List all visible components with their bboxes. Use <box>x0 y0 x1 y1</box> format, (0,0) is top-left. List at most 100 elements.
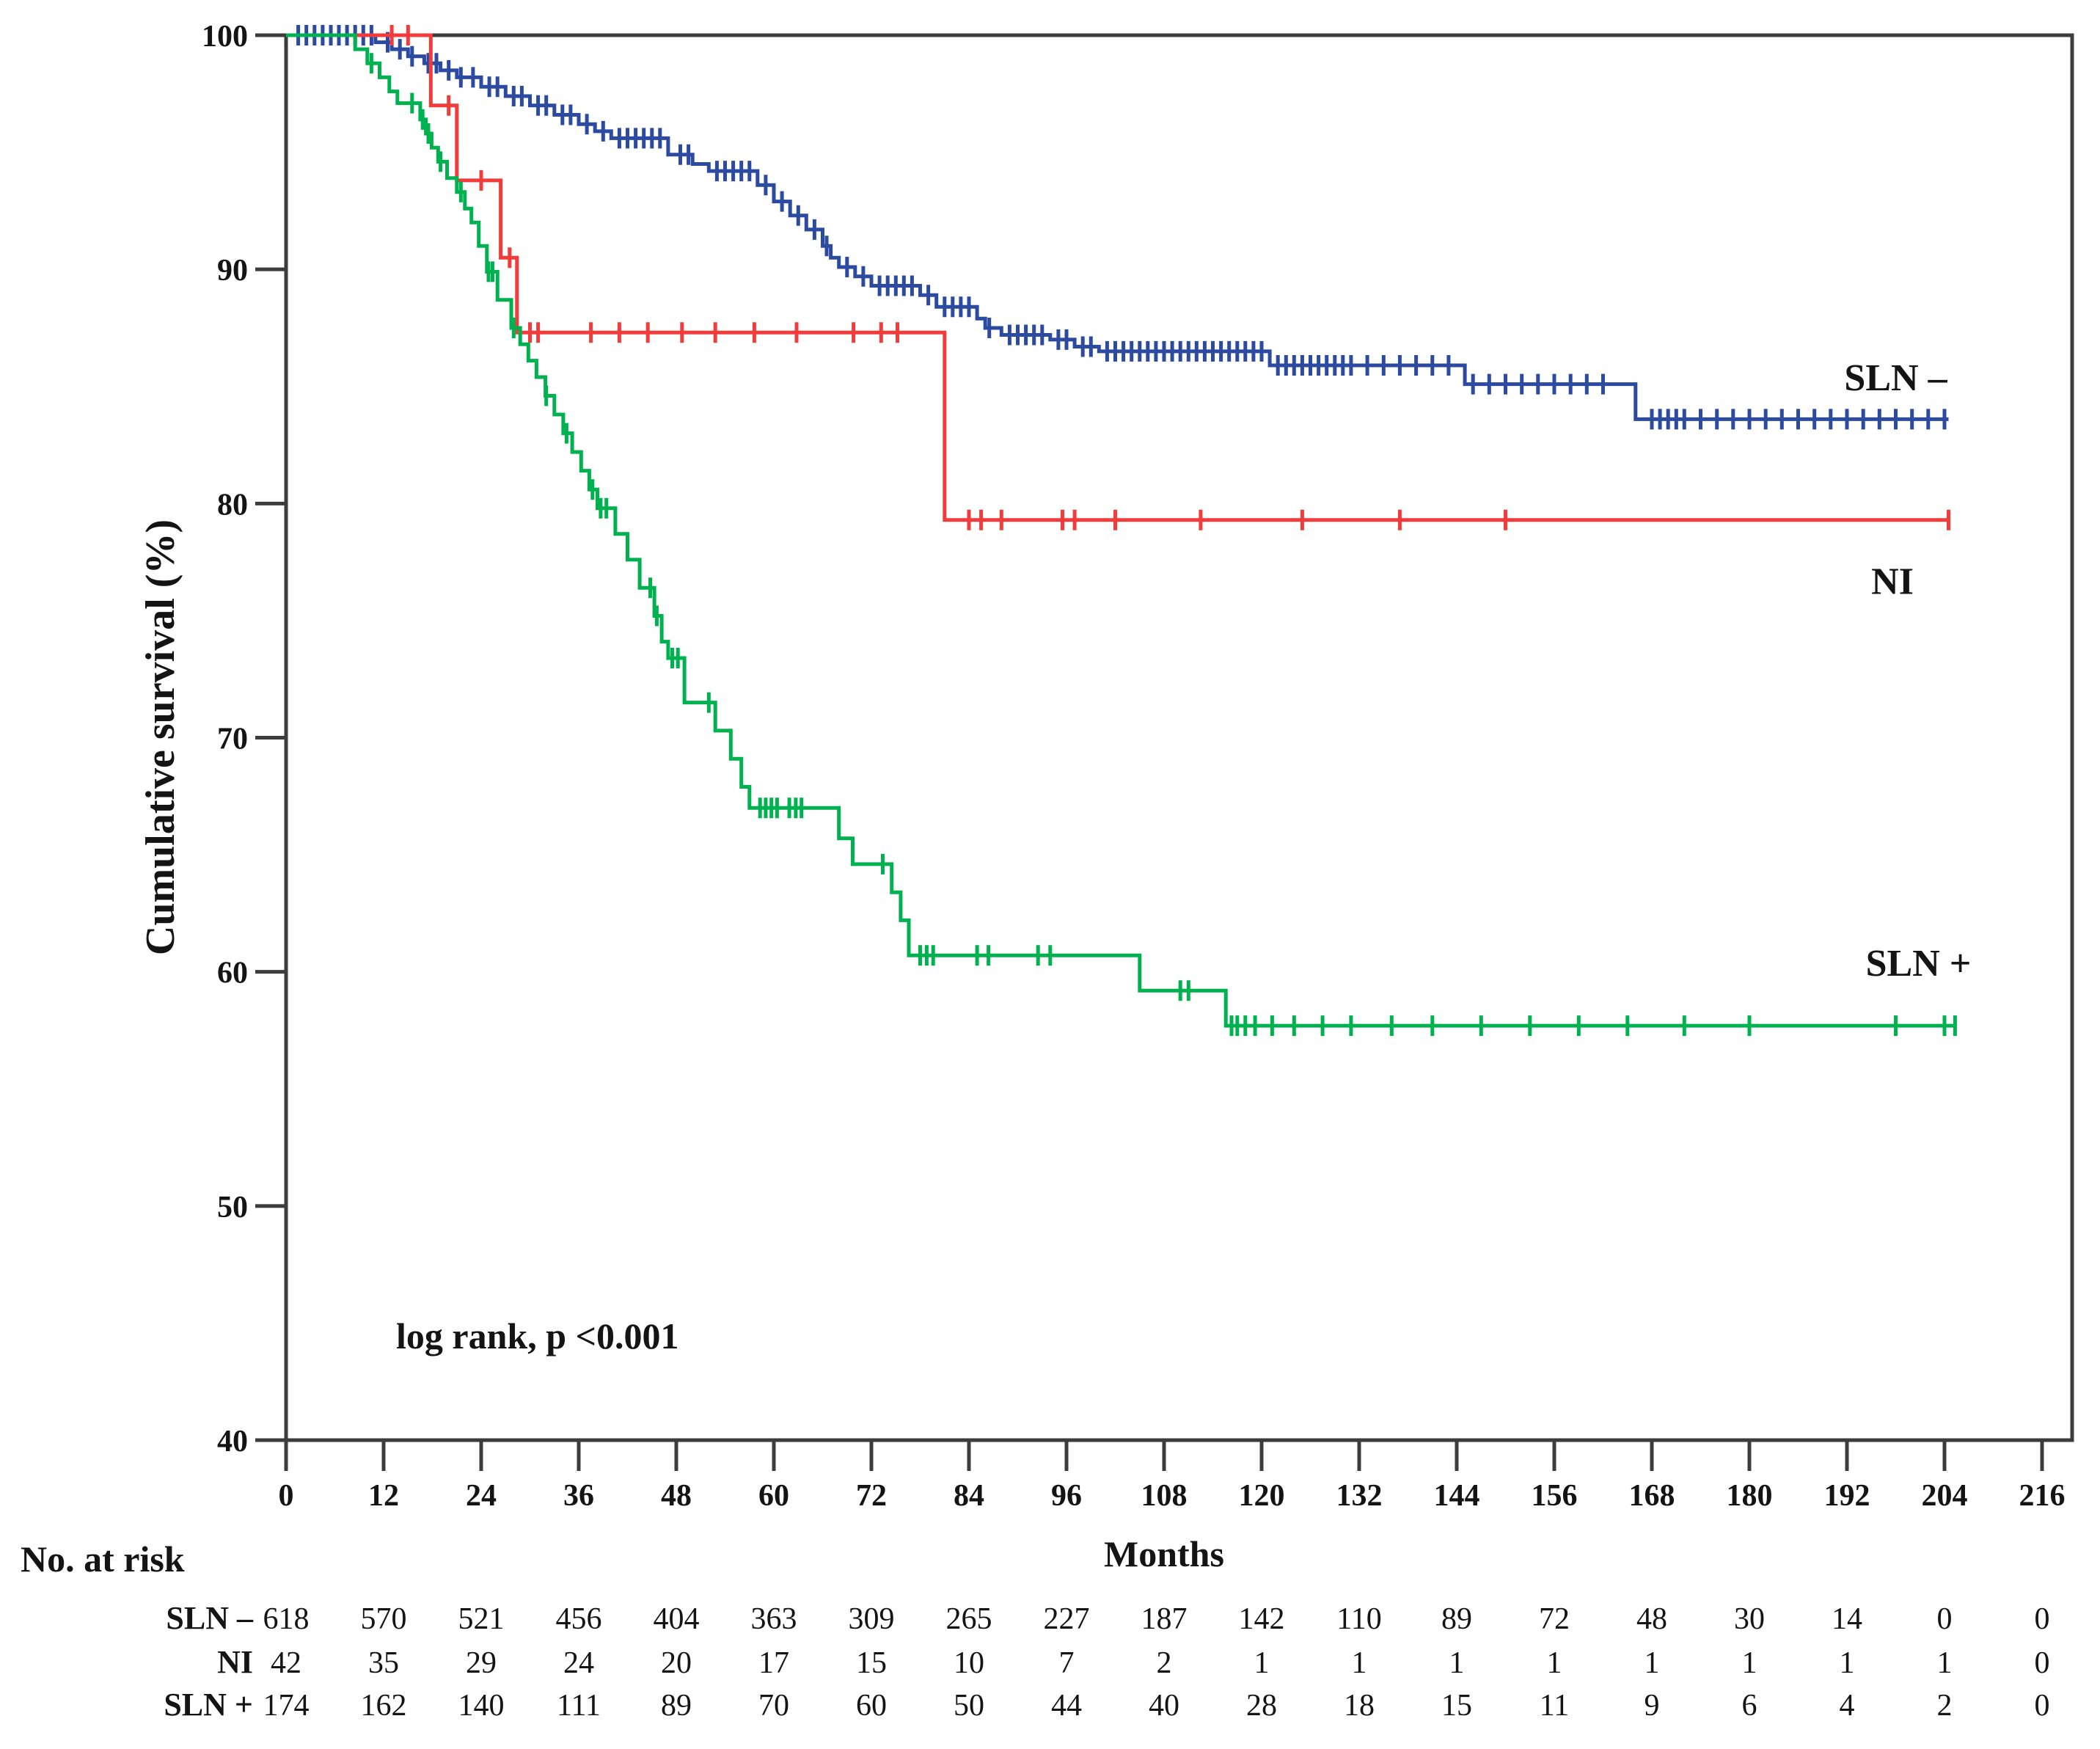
x-tick-label: 132 <box>1336 1479 1383 1513</box>
censor-marks <box>296 25 1947 430</box>
risk-value: 1 <box>1840 1646 1855 1680</box>
series-label: SLN – <box>1844 357 1947 399</box>
x-tick-label: 12 <box>368 1479 399 1513</box>
risk-value: 11 <box>1540 1689 1569 1723</box>
risk-value: 89 <box>661 1689 692 1723</box>
risk-value: 42 <box>271 1646 301 1680</box>
x-tick-label: 204 <box>1922 1479 1968 1513</box>
risk-value: 15 <box>1441 1689 1472 1723</box>
risk-value: 48 <box>1636 1602 1667 1636</box>
risk-row-label: SLN – <box>166 1600 254 1636</box>
y-tick-label: 80 <box>217 488 248 522</box>
x-tick-label: 108 <box>1141 1479 1188 1513</box>
y-tick-label: 50 <box>217 1191 248 1224</box>
x-tick-label: 144 <box>1434 1479 1480 1513</box>
risk-value: 6 <box>1742 1689 1757 1723</box>
risk-value: 14 <box>1832 1602 1862 1636</box>
risk-value: 1 <box>1449 1646 1465 1680</box>
risk-row-label: SLN + <box>164 1687 253 1723</box>
text-layer: 0 12 24 36 48 60 72 84 96 108 120 132 144 156 168 180 19… <box>138 20 2066 1574</box>
risk-value: 363 <box>751 1602 797 1636</box>
risk-value: 162 <box>361 1689 407 1723</box>
risk-value: 44 <box>1051 1689 1082 1723</box>
risk-value: 618 <box>263 1602 310 1636</box>
x-tick-label: 168 <box>1629 1479 1675 1513</box>
x-tick-label: 216 <box>2019 1479 2066 1513</box>
x-tick-label: 84 <box>954 1479 984 1513</box>
risk-value: 9 <box>1644 1689 1660 1723</box>
y-axis-title: Cumulative survival (%) <box>138 519 183 955</box>
risk-value: 570 <box>361 1602 407 1636</box>
risk-value: 309 <box>849 1602 895 1636</box>
risk-value: 0 <box>2035 1646 2050 1680</box>
risk-value: 30 <box>1734 1602 1765 1636</box>
risk-value: 404 <box>654 1602 700 1636</box>
risk-value: 1 <box>1254 1646 1270 1680</box>
risk-value: 1 <box>1742 1646 1757 1680</box>
x-tick-label: 36 <box>563 1479 594 1513</box>
x-tick-label: 60 <box>758 1479 789 1513</box>
x-tick-label: 120 <box>1239 1479 1285 1513</box>
risk-value: 60 <box>856 1689 887 1723</box>
censor-marks <box>389 25 1950 530</box>
risk-value: 29 <box>466 1646 497 1680</box>
risk-value: 89 <box>1441 1602 1472 1636</box>
risk-row-label: NI <box>217 1644 253 1680</box>
y-tick-label: 100 <box>202 20 248 54</box>
risk-value: 456 <box>556 1602 602 1636</box>
risk-value: 15 <box>856 1646 887 1680</box>
log-rank-annotation: log rank, p <0.001 <box>396 1315 679 1357</box>
risk-value: 1 <box>1352 1646 1367 1680</box>
y-tick-label: 40 <box>217 1425 248 1458</box>
risk-value: 70 <box>758 1689 789 1723</box>
series-label: SLN + <box>1866 943 1972 985</box>
axes-layer <box>255 33 2074 1471</box>
risk-value: 1 <box>1547 1646 1562 1680</box>
risk-value: 187 <box>1141 1602 1188 1636</box>
x-tick-label: 0 <box>279 1479 294 1513</box>
risk-value: 40 <box>1149 1689 1179 1723</box>
y-tick-label: 90 <box>217 254 248 288</box>
x-tick-label: 192 <box>1824 1479 1870 1513</box>
risk-value: 2 <box>1937 1689 1953 1723</box>
risk-value: 20 <box>661 1646 692 1680</box>
x-tick-label: 180 <box>1727 1479 1773 1513</box>
risk-value: 7 <box>1059 1646 1075 1680</box>
risk-value: 50 <box>954 1689 984 1723</box>
risk-value: 521 <box>458 1602 505 1636</box>
risk-value: 2 <box>1157 1646 1172 1680</box>
y-tick-label: 60 <box>217 957 248 990</box>
series-label: NI <box>1871 561 1914 603</box>
risk-value: 227 <box>1044 1602 1090 1636</box>
risk-value: 111 <box>557 1689 601 1723</box>
x-tick-label: 96 <box>1051 1479 1082 1513</box>
risk-value: 0 <box>2035 1689 2050 1723</box>
risk-value: 28 <box>1246 1689 1277 1723</box>
risk-value: 0 <box>2035 1602 2050 1636</box>
risk-value: 72 <box>1539 1602 1570 1636</box>
x-tick-label: 72 <box>856 1479 887 1513</box>
risk-value: 174 <box>263 1689 310 1723</box>
risk-value: 24 <box>563 1646 594 1680</box>
censor-marks <box>369 53 1957 1037</box>
risk-value: 18 <box>1344 1689 1375 1723</box>
x-tick-label: 24 <box>466 1479 497 1513</box>
plot-border <box>284 33 2074 1442</box>
x-tick-label: 48 <box>661 1479 692 1513</box>
risk-table-title: No. at risk <box>21 1538 185 1580</box>
risk-value: 17 <box>758 1646 789 1680</box>
curves-layer <box>286 25 1957 1037</box>
risk-value: 142 <box>1239 1602 1285 1636</box>
risk-value: 0 <box>1937 1602 1953 1636</box>
risk-value: 35 <box>368 1646 399 1680</box>
risk-value: 1 <box>1644 1646 1660 1680</box>
survival-curve-sln-pos <box>286 33 1957 1028</box>
survival-curve-ni <box>286 33 1950 522</box>
risk-value: 10 <box>954 1646 984 1680</box>
risk-value: 1 <box>1937 1646 1953 1680</box>
x-tick-label: 156 <box>1532 1479 1578 1513</box>
risk-value: 4 <box>1840 1689 1855 1723</box>
